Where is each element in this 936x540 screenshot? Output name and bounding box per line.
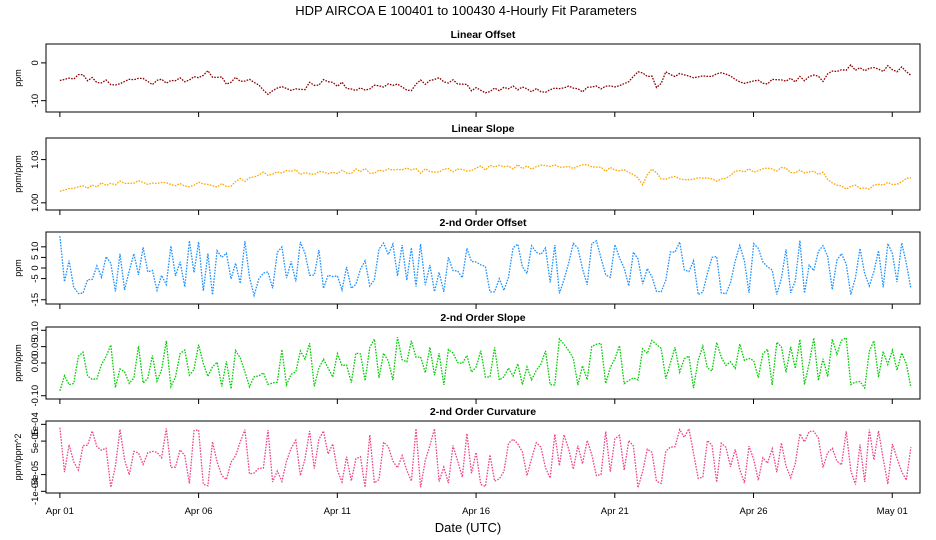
y-tick-label: 0 bbox=[30, 60, 41, 65]
x-tick-label: May 01 bbox=[877, 506, 908, 517]
plot-frame bbox=[45, 137, 921, 211]
y-tick-label: -10 bbox=[30, 94, 41, 108]
panel-title: Linear Slope bbox=[451, 123, 514, 135]
panel-linear-offset: Linear Offset ppm -10 0 bbox=[13, 29, 921, 117]
x-tick-label: Apr 01 bbox=[46, 506, 74, 517]
panel-2nd-order-offset: 2-nd Order Offset ppm -15 -5 0 5 10 bbox=[13, 217, 921, 309]
x-tick-label: Apr 06 bbox=[185, 506, 213, 517]
y-tick-label: 0.10 bbox=[30, 321, 41, 340]
y-tick-label: 5e-05 bbox=[30, 429, 41, 453]
y-tick-label: -5 bbox=[30, 274, 41, 282]
y-tick-label: 5 bbox=[30, 255, 41, 260]
series-line bbox=[59, 336, 912, 391]
panel-title: Linear Offset bbox=[451, 29, 516, 41]
series-line bbox=[59, 236, 912, 298]
y-tick-label: 1e-04 bbox=[30, 412, 41, 436]
y-tick-label: -15 bbox=[30, 293, 41, 307]
panel-title: 2-nd Order Curvature bbox=[430, 406, 536, 418]
y-tick-label: 0 bbox=[30, 265, 41, 270]
series-line bbox=[59, 426, 912, 488]
series-line bbox=[59, 163, 911, 192]
y-axis-label: ppm/ppm^2 bbox=[13, 434, 23, 481]
panel-2nd-order-curvature: 2-nd Order Curvature ppm/ppm^2 -1e-04-5e-0… bbox=[13, 406, 921, 505]
x-axis: Apr 01 Apr 06 Apr 11 Apr 16 Apr 21 Apr 26 May … bbox=[46, 506, 908, 517]
plot-frame bbox=[45, 231, 921, 305]
y-axis-label: ppm/ppm bbox=[13, 155, 23, 193]
panel-linear-slope: Linear Slope ppm/ppm 1.00 1.03 bbox=[13, 123, 921, 215]
plot-frame bbox=[45, 420, 921, 494]
panel-title: 2-nd Order Offset bbox=[440, 217, 527, 229]
y-tick-label: 10 bbox=[30, 242, 41, 253]
y-tick-label: 1.00 bbox=[30, 194, 41, 213]
plot-frame bbox=[45, 43, 921, 113]
y-axis-label: ppm bbox=[13, 69, 23, 87]
y-tick-label: 0.00 bbox=[30, 354, 41, 373]
x-tick-label: Apr 16 bbox=[462, 506, 490, 517]
y-tick-label: 0.05 bbox=[30, 337, 41, 356]
y-tick-label: 1.03 bbox=[30, 150, 41, 169]
series-line bbox=[59, 63, 912, 96]
panel-2nd-order-slope: 2-nd Order Slope ppm/ppm -0.10 0.000.050.10 bbox=[13, 312, 921, 407]
x-tick-label: Apr 26 bbox=[740, 506, 768, 517]
figure-title: HDP AIRCOA E 100401 to 100430 4-Hourly F… bbox=[295, 3, 637, 18]
x-axis-label: Date (UTC) bbox=[435, 520, 501, 535]
y-tick-label: -0.10 bbox=[30, 385, 41, 407]
y-tick-label: -5e-05 bbox=[30, 461, 41, 488]
y-tick-label: -1e-04 bbox=[30, 478, 41, 505]
panel-title: 2-nd Order Slope bbox=[440, 312, 525, 324]
x-tick-label: Apr 21 bbox=[601, 506, 629, 517]
x-tick-label: Apr 11 bbox=[324, 506, 351, 517]
y-axis-label: ppm bbox=[13, 259, 23, 277]
y-axis-label: ppm/ppm bbox=[13, 344, 23, 382]
